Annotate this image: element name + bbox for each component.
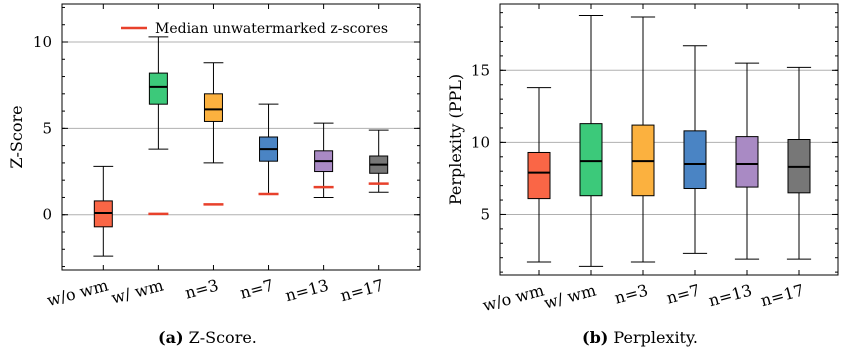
ppl-box-0 bbox=[526, 87, 552, 263]
ppl-xtick-label: n=3 bbox=[612, 281, 650, 308]
ppl-box-body bbox=[579, 123, 603, 197]
zscore-xtick-label: w/ wm bbox=[109, 276, 165, 308]
zscore-caption-text: Z-Score. bbox=[188, 328, 257, 347]
zscore-box-1 bbox=[148, 36, 169, 150]
zscore-box-3 bbox=[258, 103, 279, 195]
ppl-box-body bbox=[735, 136, 759, 188]
zscore-box-body bbox=[148, 72, 168, 105]
perplexity-caption-text: Perplexity. bbox=[613, 328, 698, 347]
ppl-box-2 bbox=[630, 16, 656, 263]
zscore-ytick-label: 5 bbox=[42, 119, 52, 137]
ppl-xtick-label: w/ wm bbox=[542, 281, 598, 313]
ppl-xtick-label: n=7 bbox=[664, 281, 702, 308]
zscore-ytick-label: 0 bbox=[42, 206, 52, 224]
ppl-box-3 bbox=[682, 45, 708, 254]
perplexity-caption: (b) Perplexity. bbox=[582, 328, 698, 347]
ppl-xtick-label: n=17 bbox=[759, 281, 806, 311]
ppl-box-5 bbox=[786, 66, 812, 260]
ppl-box-body bbox=[527, 151, 551, 200]
ppl-ytick-label: 10 bbox=[471, 133, 490, 151]
ppl-xtick-label: n=13 bbox=[707, 281, 754, 311]
ppl-ytick-label: 15 bbox=[471, 61, 490, 79]
zscore-axes-frame bbox=[61, 3, 421, 271]
ppl-box-1 bbox=[578, 15, 604, 267]
ppl-axes-frame bbox=[499, 3, 839, 276]
ppl-ylabel: Perplexity (PPL) bbox=[446, 74, 465, 205]
zscore-box-body bbox=[203, 93, 223, 122]
zscore-xtick-label: n=7 bbox=[238, 276, 276, 303]
zscore-xtick-label: n=17 bbox=[338, 276, 385, 306]
zscore-ytick-label: 10 bbox=[33, 33, 52, 51]
zscore-caption: (a) Z-Score. bbox=[158, 328, 257, 347]
zscore-box-5 bbox=[368, 129, 389, 193]
zscore-xtick-label: n=3 bbox=[183, 276, 221, 303]
ppl-box-4 bbox=[734, 62, 760, 260]
zscore-panel: 0 5 10 w/o wmw/ wm n=3 n=7 n=13 n=17 Z-Score Medi… bbox=[7, 3, 421, 311]
perplexity-panel: 5 10 15 w/o wmw/ wm n=3 n=7 n=13 n=17 Perplexity… bbox=[446, 3, 839, 316]
zscore-box-2 bbox=[203, 62, 224, 164]
ppl-ytick-label: 5 bbox=[480, 205, 490, 223]
zscore-caption-label: (a) bbox=[158, 328, 184, 347]
zscore-box-0 bbox=[93, 165, 114, 257]
zscore-xtick-label: n=13 bbox=[283, 276, 330, 306]
zscore-box-4 bbox=[313, 122, 334, 198]
zscore-xtick-label: w/o wm bbox=[45, 276, 110, 311]
zscore-legend-label: Median unwatermarked z-scores bbox=[155, 21, 388, 37]
perplexity-caption-label: (b) bbox=[582, 328, 609, 347]
ppl-box-body bbox=[683, 130, 707, 190]
ppl-xtick-label: w/o wm bbox=[481, 281, 546, 316]
zscore-ylabel: Z-Score bbox=[7, 105, 26, 168]
